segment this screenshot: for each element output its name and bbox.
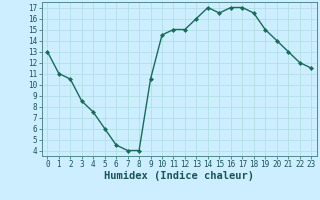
- X-axis label: Humidex (Indice chaleur): Humidex (Indice chaleur): [104, 171, 254, 181]
